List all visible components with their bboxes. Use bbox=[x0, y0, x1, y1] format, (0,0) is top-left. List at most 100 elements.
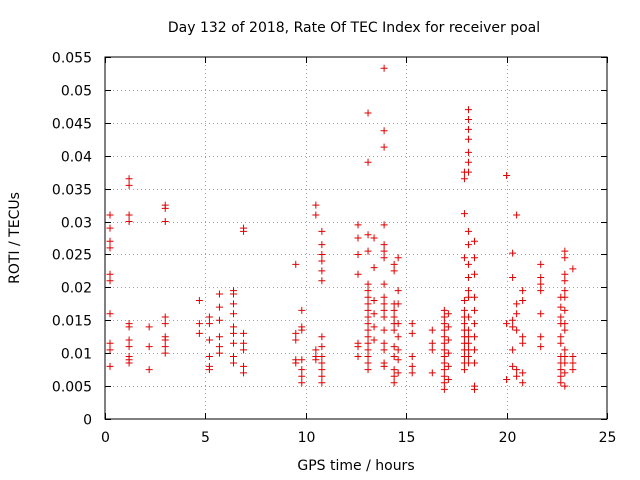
data-point bbox=[470, 320, 478, 328]
data-point bbox=[561, 359, 569, 367]
data-point bbox=[215, 316, 223, 324]
data-point bbox=[215, 303, 223, 311]
chart-title: Day 132 of 2018, Rate Of TEC Index for r… bbox=[168, 20, 540, 36]
data-point bbox=[380, 313, 388, 321]
data-point bbox=[561, 293, 569, 301]
data-point bbox=[569, 359, 577, 367]
data-point bbox=[298, 326, 306, 334]
data-point bbox=[513, 366, 521, 374]
data-point bbox=[444, 362, 452, 370]
data-point bbox=[364, 231, 372, 239]
data-point bbox=[215, 290, 223, 298]
data-point bbox=[464, 227, 472, 235]
data-point bbox=[125, 343, 133, 351]
y-tick-label: 0.03 bbox=[61, 216, 92, 232]
data-point bbox=[509, 362, 517, 370]
data-point bbox=[364, 326, 372, 334]
data-point bbox=[390, 379, 398, 387]
data-point bbox=[394, 369, 402, 377]
data-point bbox=[519, 369, 527, 377]
data-point bbox=[561, 270, 569, 278]
data-point bbox=[470, 254, 478, 262]
data-point bbox=[394, 254, 402, 262]
data-point bbox=[464, 346, 472, 354]
data-point bbox=[354, 234, 362, 242]
data-point bbox=[380, 64, 388, 72]
y-tick-label: 0.01 bbox=[61, 347, 92, 363]
data-point bbox=[390, 372, 398, 380]
data-point bbox=[240, 346, 248, 354]
data-point bbox=[513, 211, 521, 219]
data-point bbox=[470, 306, 478, 314]
data-point bbox=[394, 333, 402, 341]
data-point bbox=[364, 366, 372, 374]
y-tick-label: 0.05 bbox=[61, 84, 92, 100]
data-point bbox=[408, 362, 416, 370]
y-tick-label: 0 bbox=[83, 413, 92, 429]
data-point bbox=[519, 333, 527, 341]
data-point bbox=[470, 346, 478, 354]
data-point bbox=[364, 300, 372, 308]
data-point bbox=[464, 116, 472, 124]
data-point bbox=[364, 280, 372, 288]
data-point bbox=[354, 221, 362, 229]
x-tick-label: 20 bbox=[499, 430, 517, 446]
data-point bbox=[569, 366, 577, 374]
data-point bbox=[195, 329, 203, 337]
data-point bbox=[557, 366, 565, 374]
data-point bbox=[298, 366, 306, 374]
data-point bbox=[464, 125, 472, 133]
data-point bbox=[440, 313, 448, 321]
data-point bbox=[380, 221, 388, 229]
x-tick-label: 10 bbox=[298, 430, 316, 446]
data-point bbox=[364, 359, 372, 367]
data-point bbox=[394, 287, 402, 295]
data-point bbox=[464, 273, 472, 281]
data-point bbox=[370, 234, 378, 242]
data-point bbox=[408, 329, 416, 337]
data-point bbox=[561, 346, 569, 354]
data-point bbox=[125, 218, 133, 226]
data-point bbox=[364, 339, 372, 347]
data-point bbox=[390, 352, 398, 360]
x-tick-label: 25 bbox=[599, 430, 617, 446]
data-point bbox=[318, 343, 326, 351]
axes: 0 5 10 15 20 25 0 0.005 0.01 0.015 0.02 0.025 0.03 0.… bbox=[52, 51, 617, 447]
data-point bbox=[161, 320, 169, 328]
data-point bbox=[125, 181, 133, 189]
data-point bbox=[106, 237, 114, 245]
data-point bbox=[318, 379, 326, 387]
data-point bbox=[205, 352, 213, 360]
data-point bbox=[125, 175, 133, 183]
data-point bbox=[519, 287, 527, 295]
data-point bbox=[569, 352, 577, 360]
y-axis-label: ROTI / TECUs bbox=[7, 192, 23, 284]
data-point bbox=[292, 359, 300, 367]
data-point bbox=[557, 303, 565, 311]
data-point bbox=[106, 277, 114, 285]
data-point bbox=[440, 339, 448, 347]
data-point bbox=[106, 211, 114, 219]
y-tick-label: 0.005 bbox=[52, 380, 92, 396]
data-point bbox=[464, 287, 472, 295]
data-point bbox=[513, 372, 521, 380]
data-point bbox=[464, 241, 472, 249]
data-point bbox=[354, 343, 362, 351]
data-point bbox=[464, 135, 472, 143]
data-point bbox=[428, 339, 436, 347]
data-point bbox=[205, 336, 213, 344]
data-point bbox=[298, 372, 306, 380]
data-point bbox=[125, 211, 133, 219]
data-point bbox=[292, 260, 300, 268]
data-point bbox=[215, 333, 223, 341]
data-point bbox=[557, 333, 565, 341]
data-point bbox=[230, 300, 238, 308]
data-point bbox=[460, 306, 468, 314]
data-point bbox=[569, 265, 577, 273]
data-point bbox=[215, 343, 223, 351]
data-point bbox=[440, 320, 448, 328]
data-point bbox=[561, 306, 569, 314]
data-point bbox=[106, 339, 114, 347]
data-point bbox=[380, 362, 388, 370]
